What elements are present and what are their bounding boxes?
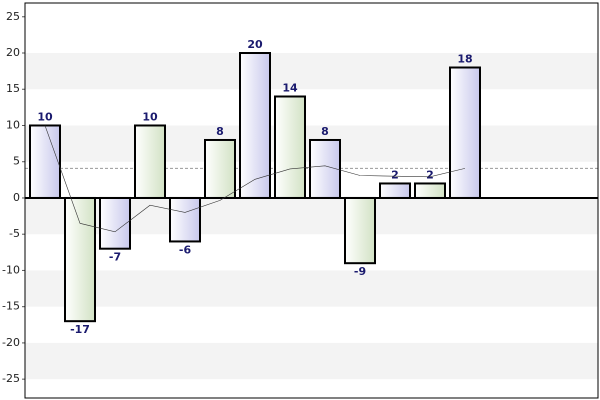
value-label: -7 (109, 251, 121, 264)
bar (414, 182, 446, 199)
value-label: 10 (142, 110, 158, 123)
bar (64, 196, 96, 323)
bar (379, 182, 411, 199)
y-tick-label: -15 (2, 300, 20, 313)
value-label: 14 (282, 81, 298, 94)
value-label: 2 (426, 168, 434, 181)
value-label: 18 (457, 53, 472, 66)
grid-band (25, 270, 598, 307)
value-label: -6 (179, 243, 192, 256)
bar (134, 124, 166, 199)
y-tick-label: -25 (2, 372, 20, 385)
value-label: -17 (70, 323, 90, 336)
y-tick-label: -5 (9, 227, 20, 240)
value-label: 20 (247, 38, 263, 51)
bar (274, 95, 306, 199)
value-label: 8 (216, 125, 224, 138)
y-tick-label: -20 (2, 336, 20, 349)
bar (309, 138, 341, 199)
bar (449, 66, 481, 199)
y-tick-label: 0 (13, 191, 20, 204)
value-label: -9 (354, 265, 366, 278)
value-label: 2 (391, 168, 399, 181)
value-label: 8 (321, 125, 329, 138)
y-tick-label: 15 (6, 82, 20, 95)
bar (169, 196, 201, 243)
bar (239, 52, 271, 199)
y-tick-label: 25 (6, 10, 20, 23)
grid-band (25, 53, 598, 90)
bar (344, 196, 376, 265)
running-mean-line (44, 125, 466, 233)
y-tick-label: 5 (13, 155, 20, 168)
grid-band (25, 342, 598, 380)
y-tick-label: -10 (2, 263, 20, 276)
bar (29, 124, 61, 199)
bar (204, 138, 236, 199)
plot-frame (24, 2, 599, 399)
bar (99, 196, 131, 250)
y-tick-label: 10 (6, 118, 20, 131)
y-tick-label: 20 (6, 46, 20, 59)
value-label: 10 (37, 110, 53, 123)
